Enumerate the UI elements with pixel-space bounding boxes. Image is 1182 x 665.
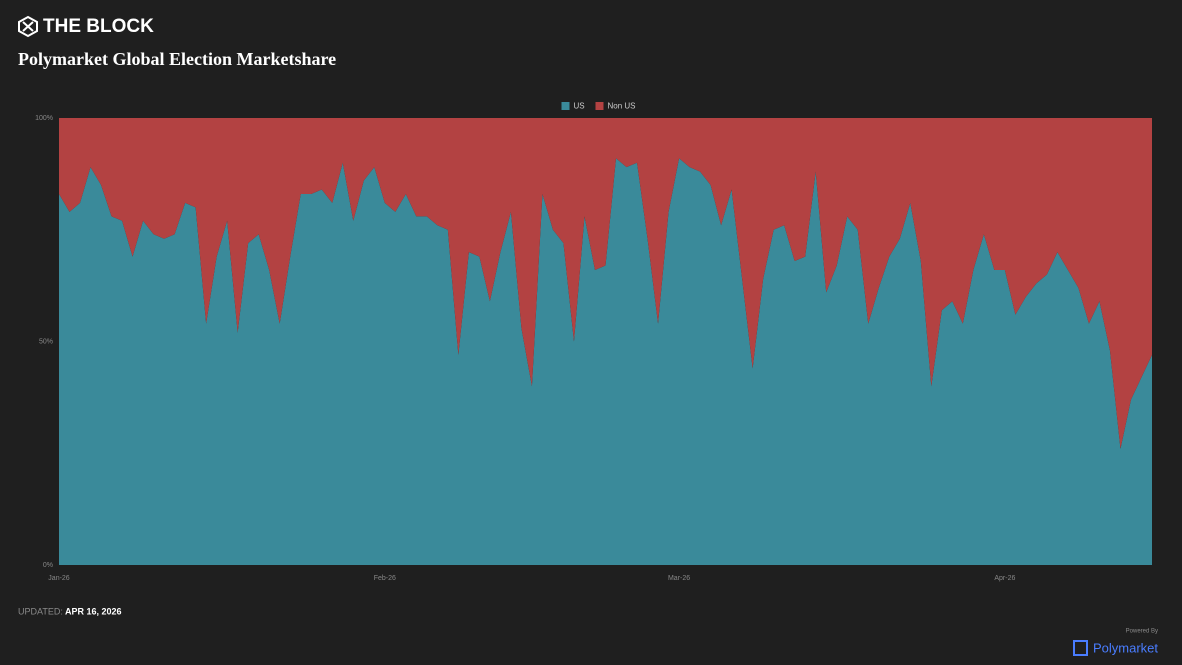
chart-title: Polymarket Global Election Marketshare <box>18 49 336 69</box>
legend-label: US <box>574 102 585 111</box>
powered-by: Powered By <box>1126 629 1158 635</box>
legend-swatch <box>561 102 570 110</box>
chart: 0% 50% 100% Jan-26 Feb-26 Mar-26 Apr-26 US Non U… <box>35 102 1152 582</box>
provider-logo <box>1073 640 1088 656</box>
x-tick-label: Jan-26 <box>48 575 70 582</box>
brand: THE BLOCK <box>43 16 154 37</box>
y-tick-label: 50% <box>39 338 53 345</box>
x-tick-label: Apr-26 <box>994 575 1015 582</box>
brand-logo <box>18 15 38 38</box>
x-tick-label: Mar-26 <box>668 575 690 582</box>
updated-date: APR 16, 2026 <box>65 606 122 616</box>
legend-label: Non US <box>608 102 636 111</box>
legend-swatch <box>595 102 604 110</box>
area <box>59 118 1152 449</box>
x-tick-label: Feb-26 <box>374 575 396 582</box>
y-tick-label: 100% <box>35 115 53 122</box>
area <box>59 158 1152 566</box>
updated-label: UPDATED: <box>18 606 63 616</box>
provider: Polymarket <box>1093 640 1158 655</box>
y-tick-label: 0% <box>43 562 53 569</box>
